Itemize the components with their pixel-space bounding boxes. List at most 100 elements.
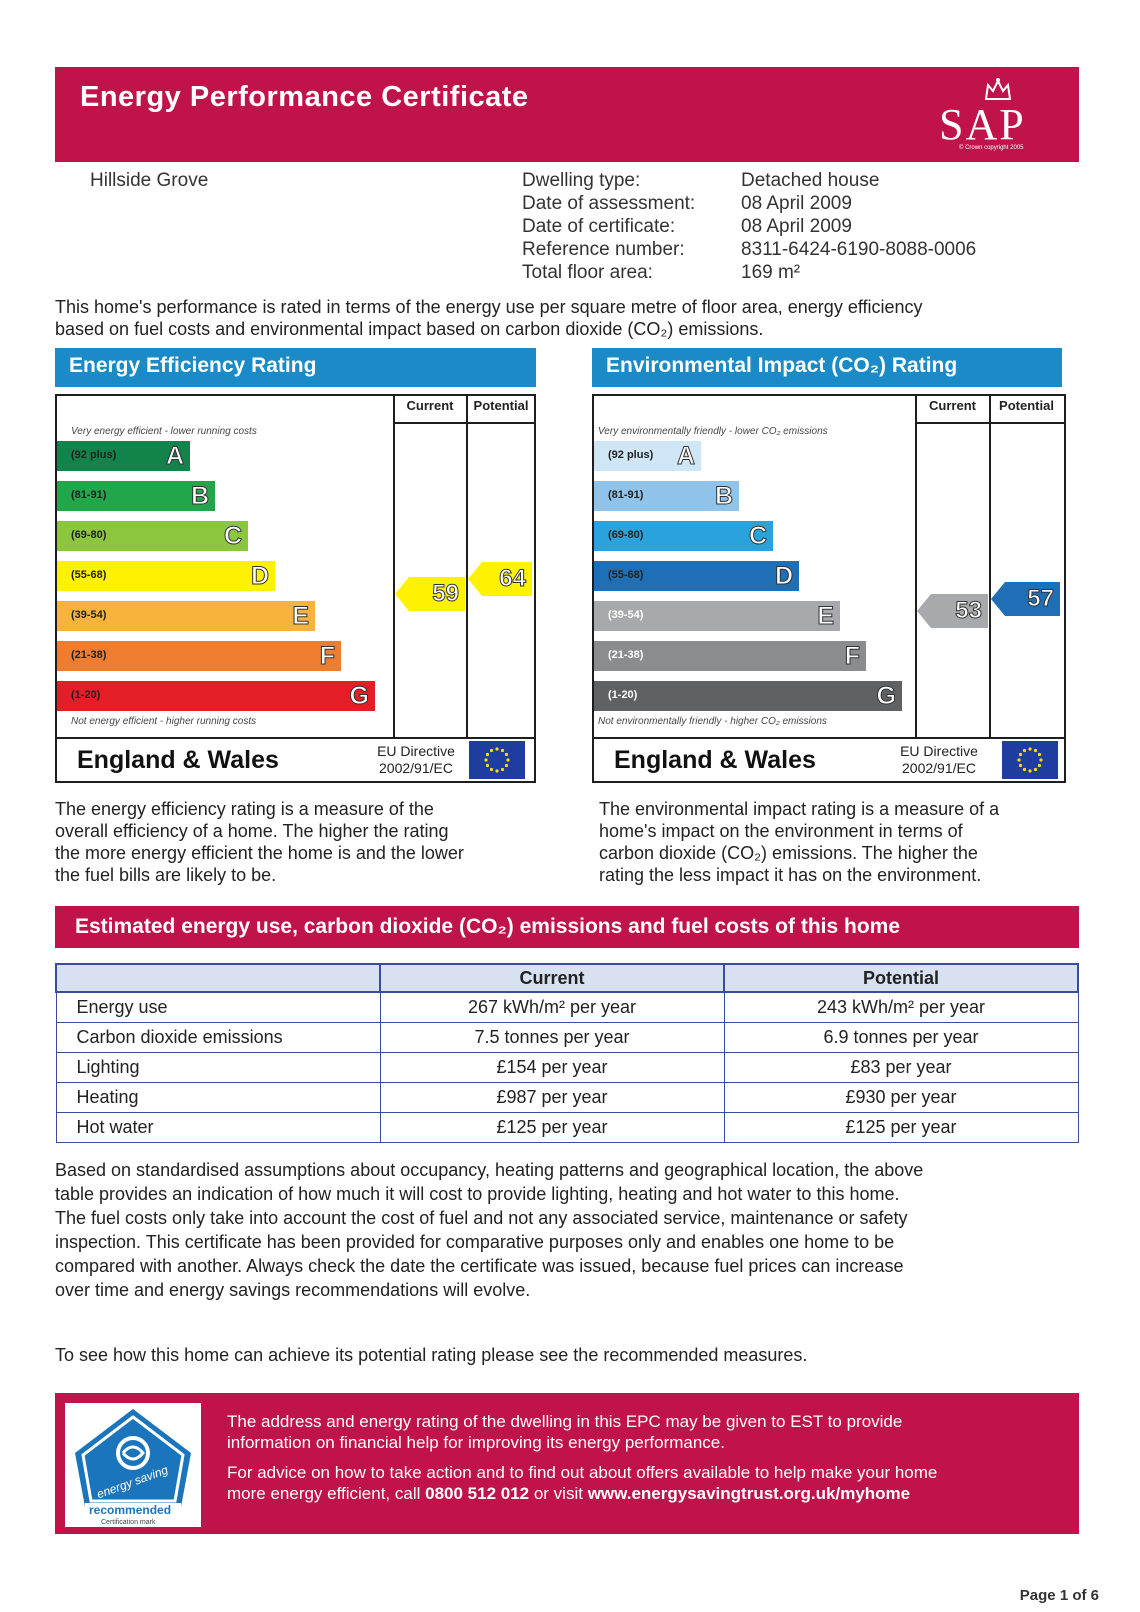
description-line: home's impact on the environment in term…	[599, 821, 963, 841]
top-note: Very environmentally friendly - lower CO…	[598, 426, 828, 437]
current-column-header: Current	[929, 398, 976, 413]
description-line: The energy efficiency rating is a measur…	[55, 799, 434, 819]
band-range: (1-20)	[71, 689, 101, 701]
reference-number-label: Reference number:	[522, 239, 685, 260]
band-range: (21-38)	[71, 649, 107, 661]
top-note: Very energy efficient - lower running co…	[71, 426, 257, 437]
eu-directive: EU Directive 2002/91/EC	[371, 743, 461, 777]
table-row: Hot water £125 per year £125 per year	[55, 1112, 1079, 1143]
row-current: 7.5 tonnes per year	[379, 1022, 725, 1053]
region-label: England & Wales	[614, 746, 816, 774]
explanation-text: Based on standardised assumptions about …	[55, 1158, 1095, 1302]
description-line: the fuel bills are likely to be.	[55, 865, 277, 885]
band-range: (1-20)	[608, 689, 638, 701]
row-label: Energy use	[55, 991, 381, 1023]
row-label: Carbon dioxide emissions	[55, 1022, 381, 1053]
reference-number-value: 8311-6424-6190-8088-0006	[741, 239, 977, 260]
assessment-date-value: 08 April 2009	[741, 193, 852, 214]
current-rating-arrow-shape	[395, 576, 465, 611]
property-address: Hillside Grove	[90, 170, 209, 191]
row-current: £125 per year	[379, 1112, 725, 1143]
rating-band-a: (92 plus) A	[57, 441, 190, 471]
current-rating-value: 53	[955, 596, 983, 624]
eu-directive-line: 2002/91/EC	[902, 760, 976, 776]
eu-stars-icon	[1017, 747, 1043, 773]
intro-line: This home's performance is rated in term…	[55, 297, 923, 317]
band-range: (21-38)	[608, 649, 644, 661]
band-letter: B	[190, 482, 209, 511]
potential-rating-value: 57	[1027, 585, 1055, 613]
band-letter: G	[876, 682, 896, 711]
description-line: carbon dioxide (CO₂) emissions. The high…	[599, 843, 978, 863]
band-range: (55-68)	[608, 569, 644, 581]
env-rating-description: The environmental impact rating is a mea…	[599, 798, 1079, 886]
rating-band-b: (81-91) B	[57, 481, 215, 511]
footer-text-block-2: For advice on how to take action and to …	[227, 1462, 937, 1504]
document-title: Energy Performance Certificate	[80, 81, 529, 113]
band-range: (92 plus)	[71, 449, 117, 461]
rating-band-f: (21-38) F	[57, 641, 341, 671]
row-potential: £83 per year	[723, 1052, 1079, 1083]
bottom-note: Not environmentally friendly - higher CO…	[598, 716, 827, 727]
footer-divider	[57, 737, 534, 739]
footer-line-4-middle: or visit	[529, 1484, 588, 1503]
eu-stars-icon	[484, 747, 510, 773]
explanation-line: inspection. This certificate has been pr…	[55, 1232, 895, 1252]
sap-logo-letters: SAP	[939, 100, 1026, 149]
estimates-heading: Estimated energy use, carbon dioxide (CO…	[55, 906, 1079, 948]
certificate-date-value: 08 April 2009	[741, 216, 852, 237]
row-current: 267 kWh/m² per year	[379, 991, 725, 1023]
row-potential: 243 kWh/m² per year	[723, 991, 1079, 1023]
footer-line: For advice on how to take action and to …	[227, 1463, 938, 1482]
rating-band-d: (55-68) D	[594, 561, 799, 591]
advice-website-link[interactable]: www.energysavingtrust.org.uk/myhome	[587, 1484, 911, 1503]
env-rating-heading: Environmental Impact (CO₂) Rating	[592, 348, 1062, 387]
rating-band-a: (92 plus) A	[594, 441, 701, 471]
rating-band-f: (21-38) F	[594, 641, 866, 671]
potential-rating-value: 64	[499, 565, 527, 593]
footer-divider	[594, 737, 1064, 739]
eu-flag-icon	[469, 741, 525, 779]
footer-line: information on financial help for improv…	[227, 1433, 725, 1452]
description-line: overall efficiency of a home. The higher…	[55, 821, 449, 841]
band-letter: E	[817, 602, 835, 631]
band-range: (39-54)	[71, 609, 107, 621]
bottom-note: Not energy efficient - higher running co…	[71, 716, 257, 727]
floor-area-value: 169 m²	[741, 262, 801, 283]
band-letter: C	[223, 522, 242, 551]
rating-band-c: (69-80) C	[594, 521, 773, 551]
logo-text-recommended: recommended	[89, 1503, 172, 1517]
row-label: Heating	[55, 1082, 381, 1113]
rating-band-c: (69-80) C	[57, 521, 248, 551]
current-rating-arrow: 53	[917, 593, 988, 628]
description-line: the more energy efficient the home is an…	[55, 843, 464, 863]
potential-rating-arrow-shape	[991, 582, 1060, 617]
band-range: (69-80)	[71, 529, 107, 541]
energy-saving-logo: energy saving recommended Certification …	[65, 1403, 201, 1527]
potential-column-header: Potential	[999, 398, 1054, 413]
region-label: England & Wales	[77, 746, 279, 774]
row-potential: £930 per year	[723, 1082, 1079, 1113]
row-label: Lighting	[55, 1052, 381, 1083]
floor-area-label: Total floor area:	[522, 262, 653, 283]
column-divider	[393, 396, 395, 739]
rating-band-g: (1-20) G	[594, 681, 902, 711]
eu-directive: EU Directive 2002/91/EC	[894, 743, 984, 777]
table-header-current: Current	[379, 963, 725, 993]
band-range: (81-91)	[71, 489, 107, 501]
explanation-line: Based on standardised assumptions about …	[55, 1160, 924, 1180]
current-rating-value: 59	[432, 579, 460, 607]
band-letter: D	[774, 562, 793, 591]
dwelling-type-label: Dwelling type:	[522, 170, 641, 191]
band-range: (92 plus)	[608, 449, 654, 461]
band-range: (55-68)	[71, 569, 107, 581]
potential-column-header: Potential	[473, 398, 529, 413]
eu-directive-line: EU Directive	[377, 743, 455, 759]
band-letter: B	[714, 482, 733, 511]
rating-band-b: (81-91) B	[594, 481, 739, 511]
table-row: Energy use 267 kWh/m² per year 243 kWh/m…	[55, 991, 1079, 1023]
certificate-date-label: Date of certificate:	[522, 216, 676, 237]
table-header-row: Current Potential	[55, 963, 1079, 993]
explanation-line: The fuel costs only take into account th…	[55, 1208, 908, 1228]
crown-icon	[984, 78, 1012, 100]
